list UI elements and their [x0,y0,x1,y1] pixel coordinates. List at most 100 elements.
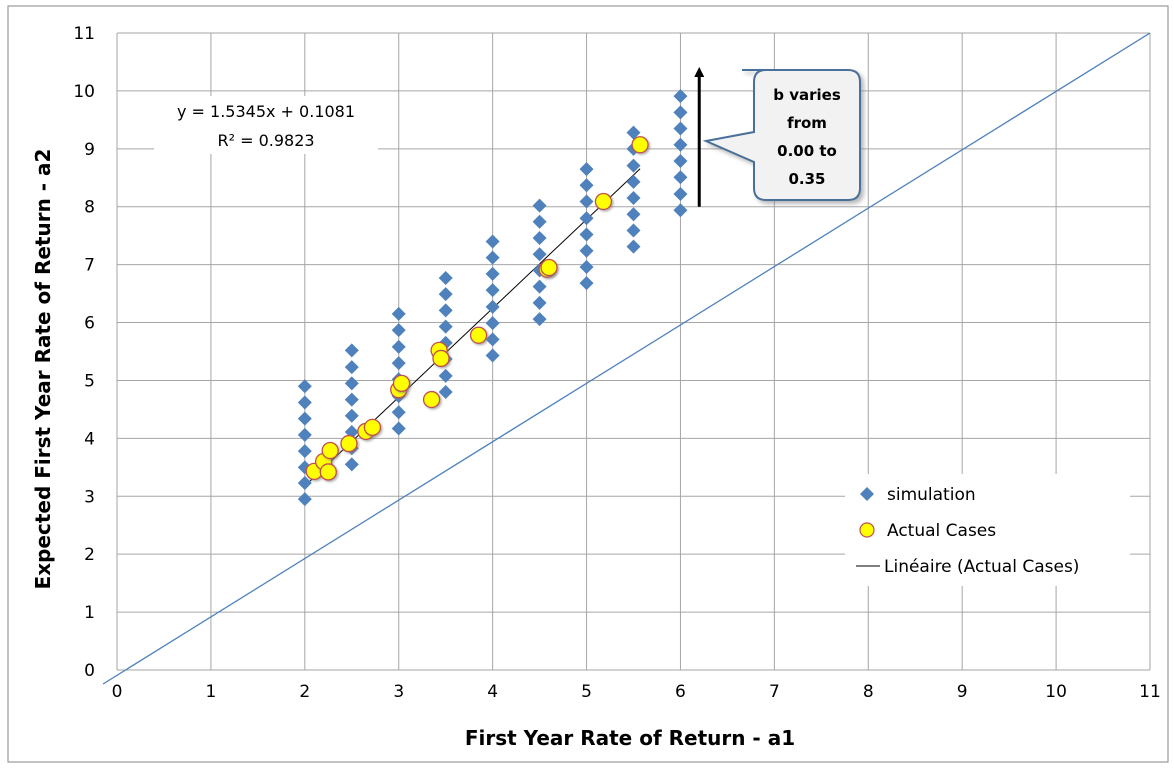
simulation-point [485,316,500,331]
actual-case-point [319,463,337,481]
y-tick-label: 5 [84,371,95,391]
simulation-point [626,158,641,173]
simulation-point [297,444,312,459]
legend-linear-label: Linéaire (Actual Cases) [884,557,1079,577]
simulation-point [344,376,359,391]
simulation-point [532,214,547,229]
simulation-point [438,287,453,302]
simulation-point [626,223,641,238]
y-tick-label: 6 [84,314,95,334]
simulation-point [532,247,547,262]
identity-line-layer [102,32,1151,685]
simulation-point [579,243,594,258]
simulation-point [485,332,500,347]
simulation-point [579,178,594,193]
actual-case-point [469,326,488,344]
simulation-point [579,276,594,291]
legend-simulation-label: simulation [887,485,976,505]
x-tick-label: 11 [1139,682,1161,702]
simulation-point [579,211,594,226]
simulation-point [532,230,547,245]
y-tick-label: 3 [84,487,95,507]
r-squared: R² = 0.9823 [217,131,314,150]
simulation-point [344,392,359,407]
simulation-point [532,279,547,294]
legend-simulation-marker [860,487,874,501]
x-tick-label: 1 [205,682,216,702]
trendline-equation: y = 1.5345x + 0.1081 [177,102,355,121]
y-tick-label: 4 [84,429,95,449]
simulation-point [297,411,312,426]
simulation-point [297,475,312,490]
simulation-point [579,194,594,209]
x-tick-label: 8 [863,682,874,702]
actual-case-point [594,192,613,211]
simulation-point [485,283,500,298]
identity-line [102,32,1151,685]
x-tick-label: 0 [112,682,123,702]
simulation-point [391,356,406,371]
simulation-point [673,105,688,120]
y-tick-label: 0 [84,661,95,681]
simulation-point [344,408,359,423]
simulation-point [673,203,688,218]
callout-line-3: 0.00 to [777,142,837,160]
simulation-point [673,89,688,104]
callout-box [702,69,861,201]
simulation-point [485,299,500,314]
simulation-point [532,312,547,327]
simulation-point [626,191,641,206]
simulation-point [391,405,406,420]
x-tick-label: 7 [769,682,780,702]
x-tick-label: 10 [1045,682,1067,702]
simulation-point [391,306,406,321]
actual-case-point [321,441,339,460]
legend-box [845,474,1130,586]
y-tick-label: 1 [84,603,95,623]
x-tick-label: 9 [957,682,968,702]
x-tick-label: 6 [675,682,686,702]
actual-case-point [392,374,411,393]
y-tick-label: 7 [84,256,95,276]
y-tick-label: 9 [84,140,95,160]
simulation-point [485,250,500,265]
simulation-series [297,89,688,507]
simulation-point [485,348,500,363]
simulation-point [438,319,453,334]
equation-box [154,96,378,154]
y-tick-label: 10 [73,82,95,102]
simulation-point [344,343,359,358]
y-tick-labels: 0 1 2 3 4 5 6 7 8 9 10 11 [73,24,95,681]
simulation-point [579,259,594,274]
x-tick-label: 4 [487,682,498,702]
simulation-point [297,379,312,394]
simulation-point [673,153,688,168]
x-tick-label: 5 [581,682,592,702]
y-axis-label: Expected First Year Rate of Return - a2 [31,149,55,590]
actual-case-point [432,349,450,368]
simulation-point [485,266,500,281]
simulation-point [579,227,594,242]
legend-actual-marker [859,522,875,538]
actual-cases-series [305,136,649,481]
simulation-point [438,270,453,285]
x-axis-label: First Year Rate of Return - a1 [465,726,795,750]
simulation-point [579,162,594,177]
y-tick-label: 8 [84,198,95,218]
simulation-point [673,121,688,136]
simulation-point [626,125,641,140]
callout-line-4: 0.35 [788,170,825,188]
x-tick-label: 3 [393,682,404,702]
actual-case-point [363,418,382,437]
simulation-point [391,339,406,354]
actual-case-point [340,434,358,453]
simulation-point [344,457,359,472]
simulation-point [673,186,688,201]
simulation-point [532,198,547,213]
simulation-point [438,303,453,318]
x-tick-labels: 0 1 2 3 4 5 6 7 8 9 10 11 [112,682,1161,702]
simulation-point [673,170,688,185]
actual-case-point [422,390,441,409]
